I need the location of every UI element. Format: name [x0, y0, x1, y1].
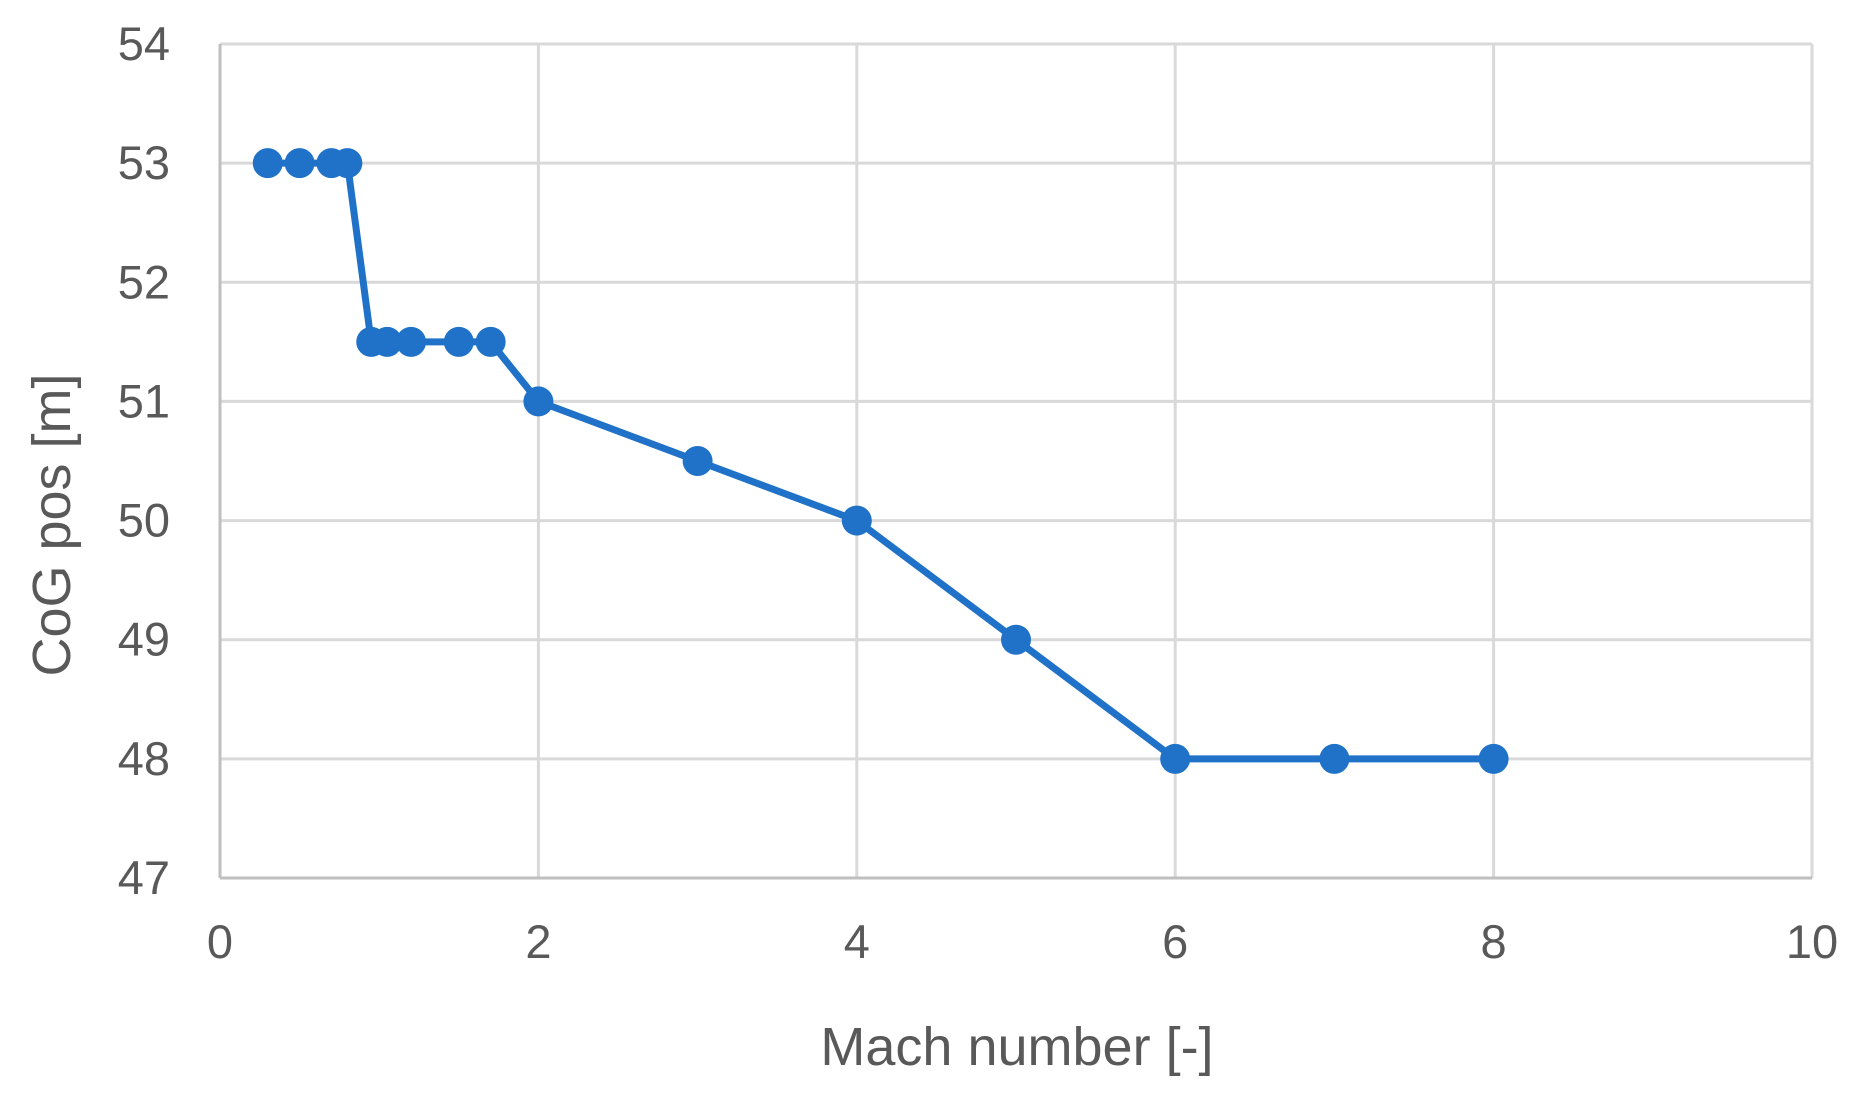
series-line-0	[264, 159, 1498, 763]
data-point	[1478, 743, 1509, 774]
y-tick-label: 50	[118, 494, 170, 547]
y-tick-label: 47	[118, 851, 170, 904]
data-point	[372, 326, 403, 357]
data-point	[396, 326, 427, 357]
data-point	[1001, 624, 1031, 655]
x-tick-label: 0	[207, 915, 233, 968]
data-point	[252, 148, 283, 179]
grid	[220, 42, 1814, 878]
data-point	[841, 505, 872, 536]
data-point	[332, 148, 363, 179]
y-tick-label: 51	[118, 374, 170, 427]
data-point	[1319, 743, 1350, 774]
x-tick-label: 8	[1481, 915, 1507, 968]
data-point	[682, 446, 713, 476]
y-tick-label: 49	[118, 613, 170, 666]
x-tick-label: 2	[525, 915, 551, 968]
x-tick-label: 10	[1786, 915, 1838, 968]
x-tick-label: 6	[1162, 915, 1188, 968]
axes	[218, 44, 1812, 880]
y-tick-label: 53	[118, 136, 170, 189]
x-tick-label: 4	[844, 915, 870, 968]
y-tick-label: 54	[118, 17, 170, 70]
x-axis-title: Mach number [-]	[820, 1017, 1213, 1077]
data-point	[523, 386, 554, 417]
series	[252, 148, 1509, 774]
data-point	[443, 326, 474, 357]
y-tick-label: 52	[118, 255, 170, 308]
y-tick-label: 48	[118, 732, 170, 785]
y-axis-title: CoG pos [m]	[22, 373, 82, 676]
tick-labels: 47 48 49 50 51 52 53 54 0 2 4 6 8 10	[118, 17, 1838, 968]
data-point	[1160, 743, 1191, 774]
data-point	[284, 148, 315, 179]
data-point	[475, 326, 506, 357]
